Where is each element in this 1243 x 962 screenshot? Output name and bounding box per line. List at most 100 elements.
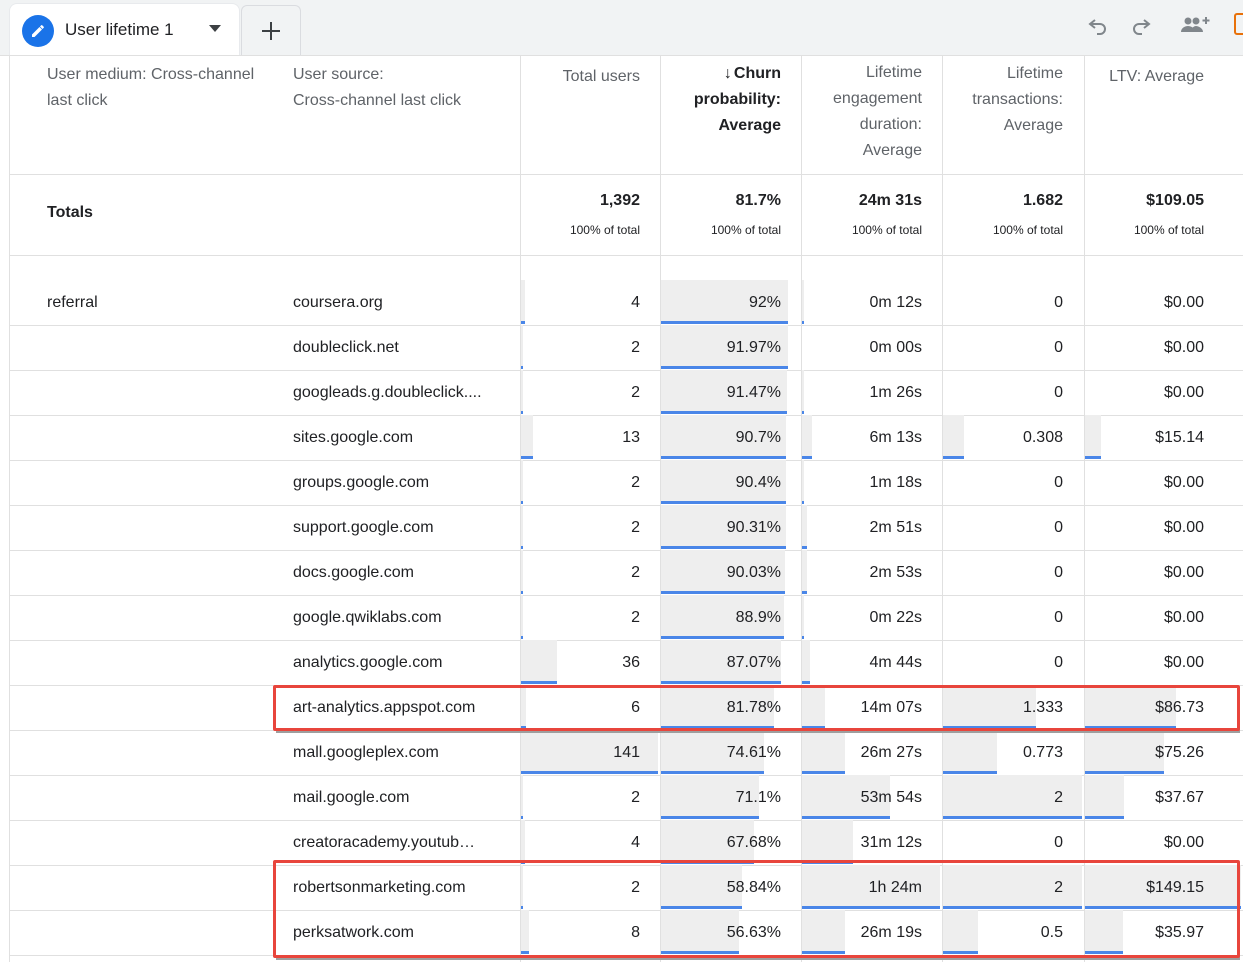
engagement-bar-line: [802, 816, 890, 819]
transactions-bar-line: [943, 816, 1082, 819]
transactions-bar-line: [943, 906, 1082, 909]
churn-cell: 58.84%: [726, 879, 781, 896]
users-cell: 4: [631, 294, 640, 311]
churn-bar-line: [661, 411, 787, 414]
transactions-cell: 0: [1054, 384, 1063, 401]
share-people-icon[interactable]: [1178, 12, 1212, 38]
source-cell[interactable]: groups.google.com: [293, 474, 430, 491]
highlight-box: [273, 860, 1240, 958]
users-bar-line: [521, 456, 533, 459]
column-header-total-users[interactable]: Total users: [562, 68, 640, 85]
table-row[interactable]: mail.google.com 2 71.1% 53m 54s 2 $37.67: [0, 775, 1243, 821]
transactions-cell: 0: [1054, 564, 1063, 581]
export-icon[interactable]: [1234, 13, 1243, 35]
totals-churn: 81.7%: [735, 192, 781, 209]
churn-bar: [661, 685, 774, 727]
transactions-cell: 2: [1054, 879, 1063, 896]
ltv-bar-line: [1085, 771, 1164, 774]
source-cell[interactable]: art-analytics.appspot.com: [293, 699, 476, 716]
churn-cell: 74.61%: [726, 744, 781, 761]
totals-label: Totals: [47, 204, 93, 221]
column-header-source[interactable]: User source: Cross-channel last click: [293, 66, 462, 109]
row-divider: [9, 550, 1243, 551]
column-header-engagement[interactable]: Lifetime engagement duration: Average: [833, 64, 922, 159]
medium-value: referral: [47, 294, 98, 311]
table-row[interactable]: mall.googleplex.com 141 74.61% 26m 27s 0.773…: [0, 730, 1243, 776]
highlight-shadow: [276, 956, 1240, 960]
table-row[interactable]: docs.google.com 2 90.03% 2m 53s 0 $0.00: [0, 550, 1243, 596]
users-bar: [521, 595, 523, 637]
churn-bar: [661, 550, 785, 592]
source-cell[interactable]: support.google.com: [293, 519, 434, 536]
ltv-bar: [1085, 910, 1123, 952]
churn-cell: 71.1%: [735, 789, 781, 806]
tab-user-lifetime[interactable]: User lifetime 1: [9, 3, 240, 55]
engagement-cell: 2m 53s: [869, 564, 922, 581]
table-row[interactable]: analytics.google.com 36 87.07% 4m 44s 0 $0.00: [0, 640, 1243, 686]
column-divider: [801, 55, 802, 962]
column-header-medium[interactable]: User medium: Cross-channel last click: [47, 66, 255, 109]
source-cell[interactable]: perksatwork.com: [293, 924, 414, 941]
engagement-bar-line: [802, 411, 804, 414]
table-row[interactable]: art-analytics.appspot.com 6 81.78% 14m 07s 1…: [0, 685, 1243, 731]
column-header-churn[interactable]: ↓ Churn probability: Average: [660, 61, 781, 139]
table-row[interactable]: sites.google.com 13 90.7% 6m 13s 0.308 $15.14: [0, 415, 1243, 461]
source-cell[interactable]: google.qwiklabs.com: [293, 609, 442, 626]
table-row[interactable]: doubleclick.net 2 91.97% 0m 00s 0 $0.00: [0, 325, 1243, 371]
transactions-cell: 0: [1054, 474, 1063, 491]
redo-icon[interactable]: [1128, 12, 1154, 38]
churn-bar-line: [661, 501, 786, 504]
table-row[interactable]: google.qwiklabs.com 2 88.9% 0m 22s 0 $0.00: [0, 595, 1243, 641]
users-bar-line: [521, 726, 526, 729]
table-row[interactable]: googleads.g.doubleclick.... 2 91.47% 1m 26s…: [0, 370, 1243, 416]
churn-bar-line: [661, 546, 786, 549]
column-divider: [1084, 55, 1085, 962]
churn-bar-line: [661, 726, 774, 729]
engagement-bar-line: [802, 636, 804, 639]
transactions-bar: [943, 730, 997, 772]
pencil-icon[interactable]: [22, 15, 54, 47]
undo-icon[interactable]: [1085, 12, 1111, 38]
churn-bar: [661, 640, 781, 682]
table-row[interactable]: groups.google.com 2 90.4% 1m 18s 0 $0.00: [0, 460, 1243, 506]
source-cell[interactable]: mail.google.com: [293, 789, 410, 806]
source-cell[interactable]: robertsonmarketing.com: [293, 879, 466, 896]
table-row[interactable]: robertsonmarketing.com 2 58.84% 1h 24m 2 $149…: [0, 865, 1243, 911]
source-cell[interactable]: googleads.g.doubleclick....: [293, 384, 482, 401]
table-row[interactable]: coursera.org 4 92% 0m 12s 0 $0.00: [0, 280, 1243, 326]
source-cell[interactable]: doubleclick.net: [293, 339, 399, 356]
source-cell[interactable]: sites.google.com: [293, 429, 414, 446]
transactions-bar: [943, 865, 1082, 907]
churn-bar-line: [661, 321, 788, 324]
row-divider: [9, 415, 1243, 416]
source-cell[interactable]: coursera.org: [293, 294, 383, 311]
users-bar: [521, 415, 533, 457]
users-bar: [521, 370, 523, 412]
users-bar-line: [521, 321, 525, 324]
users-bar: [521, 865, 523, 907]
ltv-cell: $35.97: [1155, 924, 1204, 941]
ltv-bar-line: [1085, 726, 1176, 729]
caret-down-icon[interactable]: [209, 25, 221, 32]
source-cell[interactable]: docs.google.com: [293, 564, 414, 581]
engagement-bar: [802, 775, 890, 817]
churn-cell: 87.07%: [726, 654, 781, 671]
transactions-cell: 0: [1054, 294, 1063, 311]
engagement-cell: 26m 19s: [860, 924, 922, 941]
engagement-bar: [802, 685, 825, 727]
source-cell[interactable]: mall.googleplex.com: [293, 744, 439, 761]
engagement-bar-line: [802, 951, 845, 954]
source-cell[interactable]: creatoracademy.youtub…: [293, 834, 476, 851]
engagement-bar-line: [802, 726, 825, 729]
column-header-ltv[interactable]: LTV: Average: [1109, 68, 1204, 85]
table-row[interactable]: support.google.com 2 90.31% 2m 51s 0 $0.00: [0, 505, 1243, 551]
table-row[interactable]: creatoracademy.youtub… 4 67.68% 31m 12s 0 $0.…: [0, 820, 1243, 866]
users-cell: 2: [631, 564, 640, 581]
column-header-transactions[interactable]: Lifetime transactions: Average: [972, 65, 1063, 134]
engagement-bar-line: [802, 906, 940, 909]
table-row[interactable]: perksatwork.com 8 56.63% 26m 19s 0.5 $35.97: [0, 910, 1243, 956]
add-tab-button[interactable]: [241, 5, 301, 55]
transactions-bar: [943, 685, 1036, 727]
users-cell: 8: [631, 924, 640, 941]
source-cell[interactable]: analytics.google.com: [293, 654, 443, 671]
